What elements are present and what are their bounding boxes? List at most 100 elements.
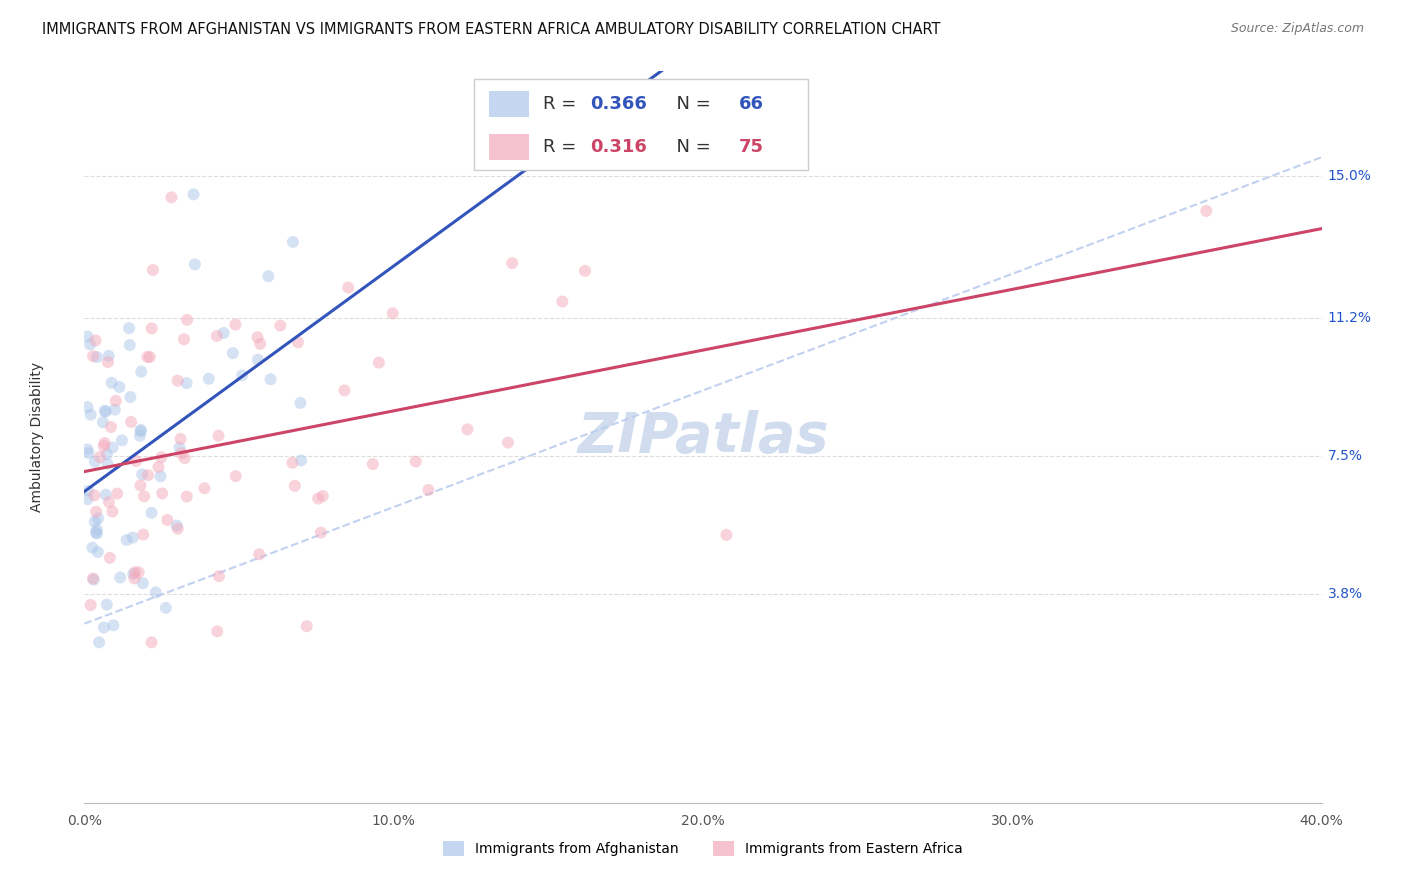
Point <box>132 489 155 503</box>
Point <box>120 415 142 429</box>
Point <box>108 380 131 394</box>
Point <box>96 447 118 461</box>
Point <box>118 338 141 352</box>
Point <box>93 621 115 635</box>
Point <box>125 454 148 468</box>
Text: R =: R = <box>543 138 582 156</box>
Point <box>142 263 165 277</box>
Point <box>156 513 179 527</box>
Text: 66: 66 <box>740 95 763 113</box>
Point <box>367 356 389 370</box>
Text: Source: ZipAtlas.com: Source: ZipAtlas.com <box>1230 22 1364 36</box>
Point <box>87 545 110 559</box>
Point <box>76 492 98 507</box>
Point <box>197 372 219 386</box>
Point <box>212 326 235 340</box>
Point <box>551 294 574 309</box>
Text: 0.366: 0.366 <box>591 95 647 113</box>
Point <box>132 527 155 541</box>
Point <box>91 415 114 429</box>
Point <box>101 441 124 455</box>
Point <box>105 486 128 500</box>
Point <box>100 420 122 434</box>
Point <box>259 372 281 386</box>
Point <box>176 490 198 504</box>
Point <box>86 526 108 541</box>
Point <box>111 434 134 448</box>
Point <box>281 235 304 249</box>
Point <box>120 390 142 404</box>
Point <box>136 350 159 364</box>
Point <box>333 384 356 398</box>
Point <box>166 522 188 536</box>
Point <box>307 491 329 506</box>
Point <box>110 570 132 584</box>
Text: N =: N = <box>665 95 716 113</box>
Point <box>183 187 205 202</box>
Point <box>98 550 121 565</box>
Point <box>94 404 117 418</box>
Point <box>136 468 159 483</box>
Legend: Immigrants from Afghanistan, Immigrants from Eastern Africa: Immigrants from Afghanistan, Immigrants … <box>437 836 969 862</box>
Text: 15.0%: 15.0% <box>1327 169 1372 183</box>
Point <box>166 374 188 388</box>
Point <box>309 525 332 540</box>
Point <box>205 624 228 639</box>
Text: N =: N = <box>665 138 716 156</box>
Point <box>82 572 104 586</box>
Point <box>225 469 247 483</box>
Text: 11.2%: 11.2% <box>1327 310 1372 325</box>
FancyBboxPatch shape <box>474 78 808 170</box>
Point <box>141 635 163 649</box>
Point <box>93 439 115 453</box>
Point <box>83 488 105 502</box>
Point <box>337 280 360 294</box>
Point <box>104 393 127 408</box>
Point <box>176 376 198 390</box>
Point <box>94 488 117 502</box>
Point <box>145 585 167 599</box>
Point <box>129 365 152 379</box>
Point <box>132 576 155 591</box>
Point <box>98 495 121 509</box>
Point <box>155 601 177 615</box>
Point <box>184 257 207 271</box>
Point <box>79 598 101 612</box>
Point <box>148 460 170 475</box>
Point <box>122 566 145 581</box>
Point <box>166 518 188 533</box>
Point <box>87 511 110 525</box>
Point <box>207 428 229 442</box>
Text: 0.316: 0.316 <box>591 138 647 156</box>
Point <box>170 446 193 460</box>
Text: Ambulatory Disability: Ambulatory Disability <box>31 362 45 512</box>
Point <box>247 547 270 561</box>
Point <box>100 376 122 390</box>
Point <box>82 349 104 363</box>
Point <box>77 483 100 498</box>
Text: 3.8%: 3.8% <box>1327 587 1362 601</box>
Point <box>312 489 335 503</box>
Point <box>361 457 384 471</box>
Point <box>101 505 124 519</box>
Point <box>83 515 105 529</box>
Point <box>284 479 307 493</box>
Text: ZIPatlas: ZIPatlas <box>578 410 828 464</box>
Text: IMMIGRANTS FROM AFGHANISTAN VS IMMIGRANTS FROM EASTERN AFRICA AMBULATORY DISABIL: IMMIGRANTS FROM AFGHANISTAN VS IMMIGRANT… <box>42 22 941 37</box>
Point <box>295 619 318 633</box>
Point <box>456 422 478 436</box>
Point <box>574 264 596 278</box>
Point <box>76 329 98 343</box>
Point <box>716 528 738 542</box>
Point <box>128 566 150 580</box>
Point <box>208 569 231 583</box>
Point <box>269 318 291 333</box>
Point <box>124 566 146 580</box>
Point <box>84 505 107 519</box>
Text: 75: 75 <box>740 138 763 156</box>
Point <box>86 523 108 537</box>
Point <box>94 404 117 418</box>
Point <box>96 598 118 612</box>
Point <box>169 441 191 455</box>
Point <box>86 350 108 364</box>
